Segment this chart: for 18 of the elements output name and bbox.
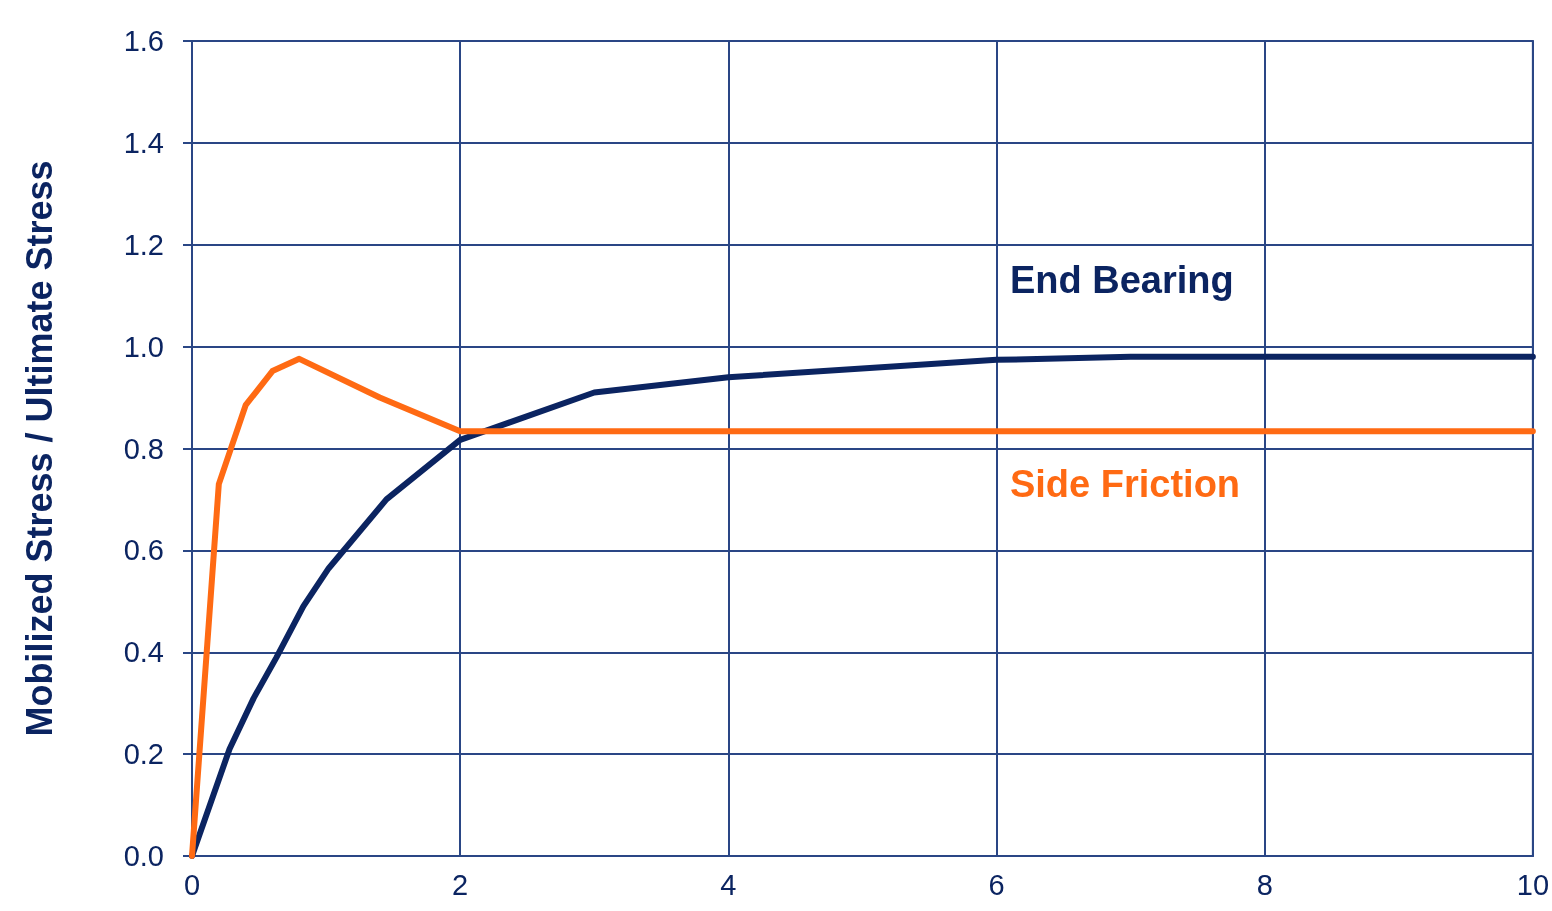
y-tick-label: 1.0 [123,330,164,363]
x-tick-label: 6 [988,868,1005,901]
y-tick-label: 0.6 [123,534,164,567]
x-tick-label: 8 [1256,868,1273,901]
y-tick-label: 0.2 [123,738,164,771]
y-tick-label: 0.8 [123,432,164,465]
series-label: Side Friction [1009,463,1241,506]
series-label: End Bearing [1009,259,1234,302]
y-tick-label: 1.2 [123,228,164,261]
y-tick-label: 1.6 [123,25,164,57]
y-tick-label: 1.4 [123,126,164,159]
y-tick-label: 0.0 [123,840,164,872]
y-tick-label: 0.4 [123,636,164,669]
x-tick-label: 2 [452,868,469,901]
y-axis-title: Mobilized Stress / Ultimate Stress [18,160,60,737]
x-tick-label: 10 [1516,868,1549,901]
x-tick-label: 0 [183,868,201,901]
x-tick-label: 4 [720,868,737,901]
